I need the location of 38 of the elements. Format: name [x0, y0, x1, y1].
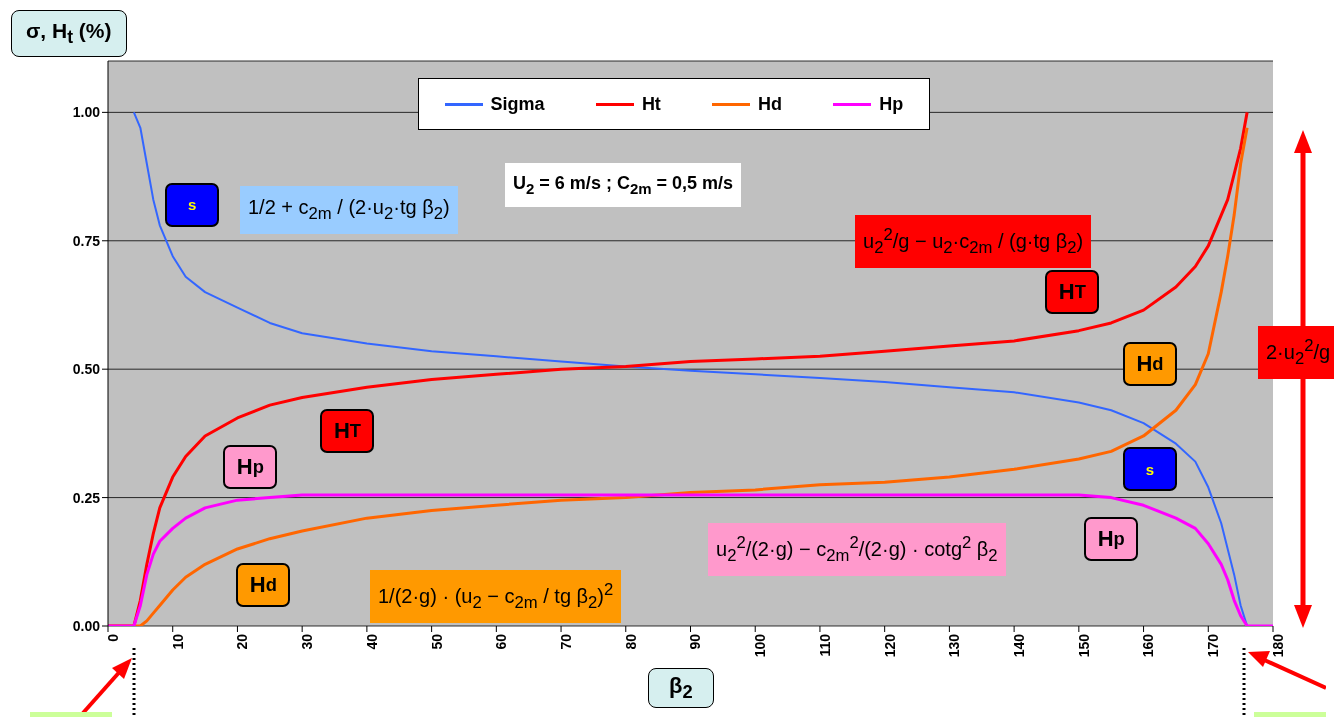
- legend-label: Ht: [641, 93, 661, 115]
- x-tick-label: 130: [946, 633, 963, 658]
- x-tick-label: 180: [1269, 633, 1286, 658]
- x-tick-label: 10: [169, 633, 186, 650]
- annotation: U$_{2}$ = 6 m/s ; C$_{2m}$ = 0,5 m/s: [505, 163, 742, 207]
- y-tick-label: 0.50: [72, 361, 101, 378]
- x-tick-label: 70: [558, 633, 574, 650]
- text: u$_{2}$$^{2}$/(2·g) − c$_{2m}$$^{2}$/(2·g) · cotg$^{2}$ β$_{2}$: [716, 533, 998, 565]
- x-tick-label: 90: [687, 633, 704, 650]
- x-tick-label: 50: [428, 633, 445, 650]
- legend-label: Hp: [879, 93, 904, 115]
- legend-label: Sigma: [490, 93, 545, 115]
- x-tick-label: 80: [622, 633, 639, 650]
- x-axis-title: β$_{2}$: [648, 668, 714, 709]
- x-tick-label: 110: [816, 633, 833, 657]
- y-axis-title: σ, H$_{t}$ (%): [11, 10, 127, 58]
- x-tick-label: 120: [881, 633, 898, 658]
- y-tick-label: 0.25: [72, 489, 101, 506]
- legend-label: Hd: [758, 93, 783, 115]
- y-tick-label: 0.00: [72, 617, 101, 634]
- x-tick-label: 20: [234, 633, 251, 650]
- y-tick-label: 0.75: [72, 232, 101, 249]
- annotation: 1/2 + c$_{2m}$ / (2·u$_{2}$·tg β$_{2}$): [240, 186, 458, 234]
- x-tick-label: 30: [299, 633, 316, 650]
- x-tick-label: 40: [363, 633, 380, 650]
- annotation: 2·u$_{2}$$^{2}$/g: [1258, 326, 1334, 379]
- x-tick-label: 100: [752, 633, 769, 658]
- x-tick-label: 140: [1011, 633, 1028, 658]
- x-tick-label: 160: [1140, 633, 1157, 658]
- annotation: s: [1123, 447, 1178, 492]
- y-tick-label: 1.00: [72, 104, 101, 121]
- annotation: s: [165, 182, 220, 227]
- text: u$_{2}$$^{2}$/g − u$_{2}$·c$_{2m}$ / (g·tg β$_{2}$): [863, 225, 1084, 257]
- x-tick-label: 170: [1205, 633, 1222, 658]
- x-tick-label: 0: [104, 633, 121, 642]
- annotation: 1/(2·g) · (u$_{2}$ − c$_{2m}$ / tg β$_{2}$)$^{2}$: [370, 570, 622, 623]
- x-tick-label: 150: [1075, 633, 1092, 658]
- x-tick-label: 60: [493, 633, 510, 650]
